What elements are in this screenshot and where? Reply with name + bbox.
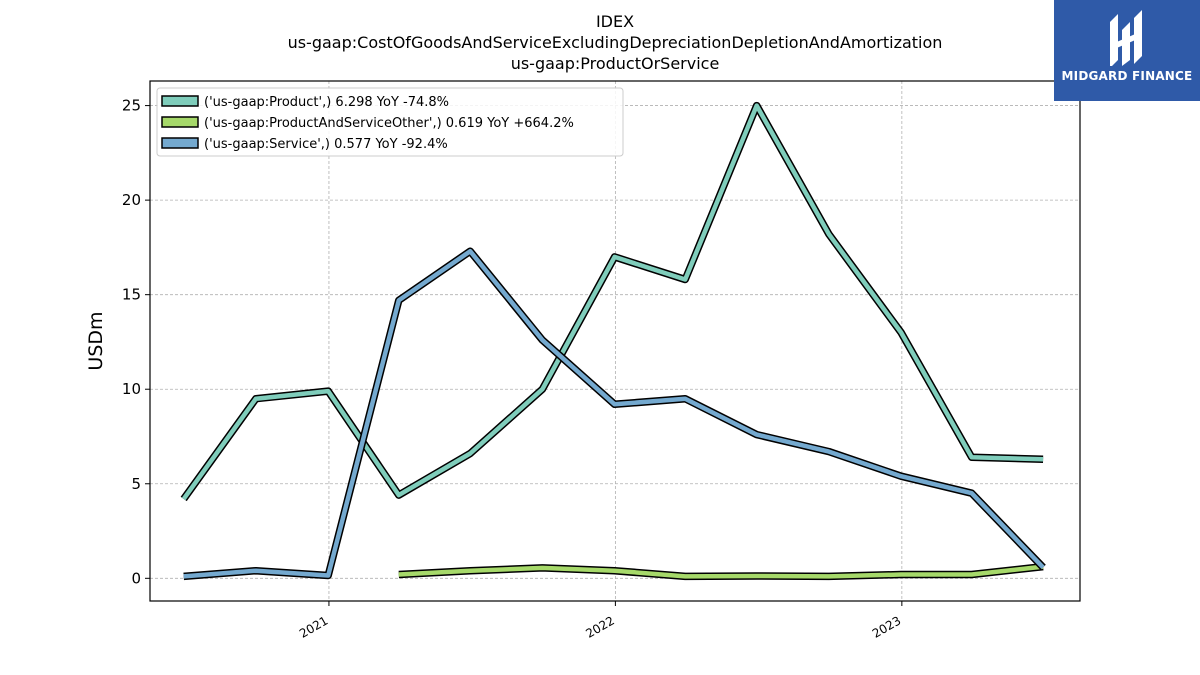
series-line	[183, 248, 1045, 579]
legend: ('us-gaap:Product',) 6.298 YoY -74.8% ('u…	[156, 87, 624, 157]
y-tick-label: 0	[131, 569, 141, 587]
y-tick-label: 5	[131, 475, 141, 493]
brand-name: MIDGARD FINANCE	[1061, 69, 1193, 83]
legend-box	[156, 87, 624, 157]
x-tick-label: 2023	[870, 613, 903, 640]
x-tick-label: 2021	[297, 613, 330, 640]
legend-entry: ('us-gaap:ProductAndServiceOther',) 0.61…	[204, 116, 574, 131]
brand-logo: MIDGARD FINANCE	[1054, 0, 1200, 101]
series-1	[398, 562, 1044, 581]
brand-mark-icon	[1110, 10, 1142, 66]
series-2	[183, 247, 1046, 581]
chart-title-line: IDEX	[596, 12, 634, 31]
legend-entry: ('us-gaap:Product',) 6.298 YoY -74.8%	[204, 95, 449, 110]
chart-title-line: us-gaap:ProductOrService	[511, 54, 720, 73]
chart-title-line: us-gaap:CostOfGoodsAndServiceExcludingDe…	[288, 33, 943, 52]
legend-swatch	[161, 137, 199, 149]
series-line-outline	[183, 247, 1046, 581]
legend-swatch	[161, 95, 199, 107]
y-tick-label: 10	[122, 380, 141, 398]
y-tick-label: 25	[122, 97, 141, 115]
series-line	[398, 564, 1044, 579]
grid	[150, 81, 1080, 601]
chart-title: IDEX us-gaap:CostOfGoodsAndServiceExcludi…	[288, 12, 943, 73]
legend-swatch	[161, 116, 199, 128]
y-axis-label: USDm	[85, 311, 107, 370]
series-line-outline	[180, 101, 1044, 502]
y-axis: 0 5 10 15 20 25	[122, 97, 150, 587]
series-0	[180, 101, 1044, 502]
legend-entry: ('us-gaap:Service',) 0.577 YoY -92.4%	[204, 137, 448, 152]
x-tick-label: 2022	[583, 613, 616, 640]
x-axis: 2021 2022 2023	[297, 601, 903, 641]
y-tick-label: 20	[122, 191, 141, 209]
series-layer	[180, 101, 1046, 581]
series-line	[181, 103, 1044, 501]
y-tick-label: 15	[122, 286, 141, 304]
